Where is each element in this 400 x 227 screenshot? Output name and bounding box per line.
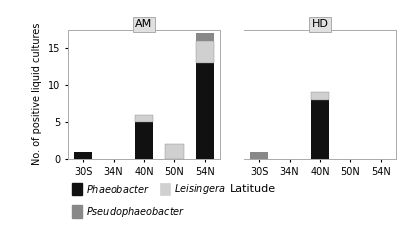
Bar xyxy=(135,122,153,159)
Text: $\it{Phaeobacter}$: $\it{Phaeobacter}$ xyxy=(86,183,150,195)
Title: HD: HD xyxy=(312,20,328,30)
Bar xyxy=(196,33,214,41)
Bar xyxy=(311,100,329,159)
Title: AM: AM xyxy=(135,20,153,30)
Bar xyxy=(196,63,214,159)
Bar xyxy=(135,115,153,122)
Bar xyxy=(196,41,214,63)
Bar xyxy=(250,151,268,159)
Text: $\it{Leisingera}$: $\it{Leisingera}$ xyxy=(174,182,226,196)
Bar xyxy=(74,151,92,159)
Y-axis label: No. of positive liquid cultures: No. of positive liquid cultures xyxy=(32,23,42,165)
Bar xyxy=(165,144,184,159)
Text: $\it{Pseudophaeobacter}$: $\it{Pseudophaeobacter}$ xyxy=(86,205,186,219)
Text: Latitude: Latitude xyxy=(230,184,276,194)
Bar xyxy=(311,92,329,100)
